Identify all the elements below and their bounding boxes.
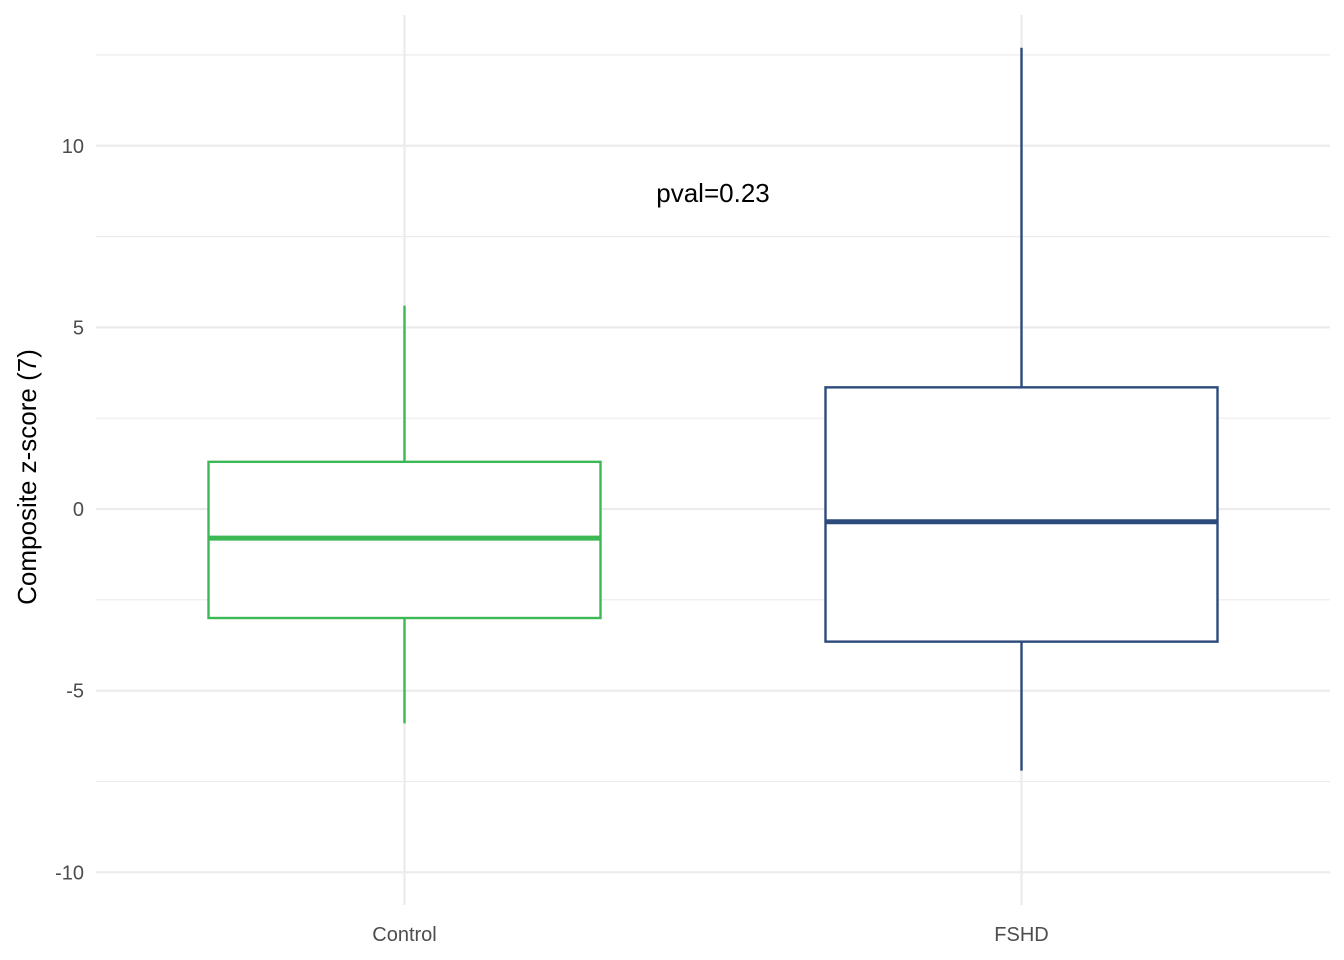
iqr-box [824, 386, 1219, 643]
pval-annotation: pval=0.23 [656, 178, 769, 208]
box-control [207, 305, 602, 724]
x-tick-label: Control [372, 924, 436, 946]
y-tick-label: -5 [66, 681, 84, 703]
y-tick-label: 0 [73, 499, 84, 521]
boxes [207, 47, 1219, 771]
axis-labels: -10 -5 0 5 10 Control FSHD [55, 136, 1049, 946]
y-axis-title: Composite z-score (7) [12, 349, 42, 605]
y-tick-label: 10 [62, 136, 84, 158]
x-tick-label: FSHD [994, 924, 1048, 946]
y-tick-label: -10 [55, 862, 84, 884]
box-fshd [824, 47, 1219, 771]
y-tick-label: 5 [73, 317, 84, 339]
